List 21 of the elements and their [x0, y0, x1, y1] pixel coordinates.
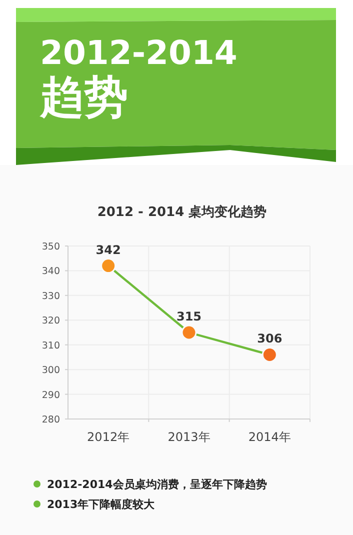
y-tick-label: 280 — [42, 414, 60, 426]
data-label: 342 — [96, 242, 121, 257]
chart-title: 2012-2014 趋势 — [39, 33, 238, 123]
y-tick-label: 290 — [42, 390, 60, 401]
y-tick-label: 340 — [42, 266, 60, 278]
x-tick-label: 2012年 — [87, 430, 130, 444]
point — [262, 346, 278, 362]
y-tick-label: 320 — [42, 316, 60, 327]
text: 2013年下降幅度较大 — [47, 498, 156, 511]
text: 2012-2014会员桌均消费，呈逐年下降趋势 — [47, 478, 267, 491]
data-label: 315 — [176, 310, 202, 324]
point — [181, 324, 197, 340]
point — [100, 258, 116, 274]
data-label: 306 — [257, 332, 282, 346]
y-tick-label: 350 — [42, 242, 60, 252]
y-tick-label: 310 — [42, 340, 60, 352]
chart-subtitle: 2012 - 2014 桌均变化趋势 — [97, 204, 267, 220]
x-tick-label: 2013年 — [168, 430, 210, 444]
x-tick-label: 2014年 — [248, 430, 291, 444]
y-tick-label: 330 — [42, 290, 60, 302]
y-tick-label: 300 — [42, 365, 60, 376]
